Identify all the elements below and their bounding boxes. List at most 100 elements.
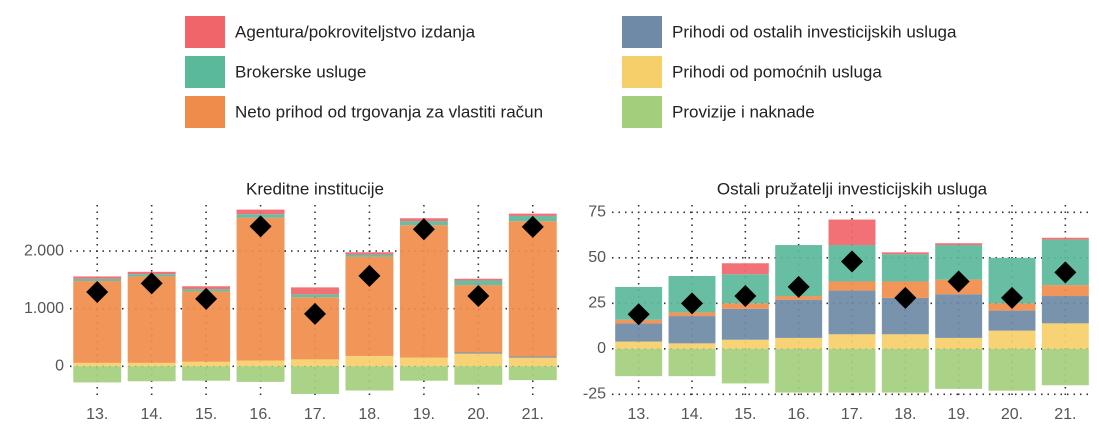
legend-label: Prihodi od ostalih investicijskih usluga (672, 22, 957, 41)
y-tick-label: -25 (583, 386, 606, 403)
x-tick-label: 13. (86, 406, 108, 423)
x-tick-label: 19. (413, 406, 435, 423)
bar-segment (668, 316, 716, 344)
bar-segment (615, 348, 663, 377)
bar-segment (236, 217, 285, 361)
bar-segment (721, 339, 769, 349)
bar-segment (988, 330, 1036, 349)
bar-segment (454, 280, 503, 286)
bar-segment (881, 334, 929, 349)
legend-label: Neto prihod od trgovanja za vlastiti rač… (235, 102, 543, 121)
bar-segment (1041, 323, 1089, 349)
bar-segment (721, 308, 769, 340)
legend-swatch (185, 16, 225, 48)
total-marker (734, 285, 757, 308)
x-tick-label: 16. (788, 406, 810, 423)
bar-segment (828, 334, 876, 349)
x-tick-label: 16. (249, 406, 271, 423)
legend-swatch (185, 56, 225, 88)
bar-segment (828, 281, 876, 291)
bar-segment (454, 366, 503, 385)
bar-segment (73, 276, 122, 279)
bar-segment (881, 348, 929, 393)
total-marker (412, 218, 435, 241)
bar-segment (721, 263, 769, 275)
total-marker (1001, 286, 1023, 309)
x-tick-label: 20. (467, 406, 489, 423)
bar-segment (881, 252, 929, 255)
bar-segment (182, 366, 231, 381)
bar-segment (127, 362, 176, 367)
total-marker (195, 287, 218, 310)
bar-segment (775, 337, 823, 349)
x-tick-label: 15. (734, 406, 756, 423)
bar-segment (775, 348, 823, 393)
bar-segment (73, 362, 122, 367)
bar-segment (508, 366, 557, 381)
bar-segment (454, 352, 503, 354)
legend-swatch (622, 56, 662, 88)
total-marker (304, 302, 326, 325)
bar-segment (508, 356, 557, 358)
x-tick-label: 20. (1001, 406, 1023, 423)
bar-segment (615, 341, 663, 349)
bar-segment (1041, 296, 1089, 324)
x-tick-label: 21. (522, 406, 544, 423)
y-tick-label: 25 (588, 295, 606, 312)
bar-segment (668, 343, 716, 349)
legend-swatch (185, 96, 225, 128)
bar-segment (345, 254, 394, 257)
bar-segment (399, 366, 448, 381)
bar-segment (1041, 285, 1089, 297)
bar-segment (508, 357, 557, 367)
bar-segment (236, 209, 285, 215)
bar-segment (73, 278, 122, 282)
x-tick-label: 14. (681, 406, 703, 423)
y-tick-label: 50 (588, 249, 606, 266)
bar-segment (399, 225, 448, 358)
bar-segment (935, 294, 983, 338)
bar-segment (182, 361, 231, 367)
bar-segment (508, 213, 557, 216)
y-tick-label: 75 (588, 204, 606, 221)
total-marker (358, 264, 381, 287)
bar-segment (828, 219, 876, 246)
y-tick-label: 2.000 (24, 242, 64, 259)
bar-segment (935, 337, 983, 349)
total-marker (1054, 261, 1077, 284)
bar-segment (988, 348, 1036, 391)
bar-segment (881, 254, 929, 282)
bar-segment (988, 310, 1036, 331)
bar-segment (127, 366, 176, 382)
x-tick-label: 14. (141, 406, 163, 423)
bar-segment (454, 353, 503, 367)
legend-label: Agentura/pokroviteljstvo izdanja (235, 22, 476, 41)
bar-segment (236, 366, 285, 382)
bar-segment (1041, 237, 1089, 240)
bar-segment (1041, 348, 1089, 386)
legend-swatch (622, 96, 662, 128)
bar-segment (828, 348, 876, 393)
chart-title: Ostali pružatelji investicijskih usluga (717, 179, 988, 198)
chart-title: Kreditne institucije (246, 179, 384, 198)
total-marker (787, 275, 810, 298)
bar-segment (345, 252, 394, 255)
x-tick-label: 17. (304, 406, 326, 423)
legend-swatch (622, 16, 662, 48)
total-marker (627, 303, 650, 326)
total-marker (947, 270, 970, 293)
bar-segment (508, 221, 557, 357)
bar-segment (291, 359, 339, 367)
y-tick-label: 1.000 (24, 300, 64, 317)
bar-segment (828, 290, 876, 335)
bar-segment (935, 243, 983, 246)
bar-segment (454, 278, 503, 281)
total-marker (249, 215, 272, 238)
x-tick-label: 13. (628, 406, 650, 423)
x-tick-label: 17. (841, 406, 863, 423)
bar-segment (291, 287, 339, 295)
bar-segment (935, 348, 983, 389)
legend-label: Brokerske usluge (235, 62, 366, 81)
total-marker (521, 215, 544, 238)
